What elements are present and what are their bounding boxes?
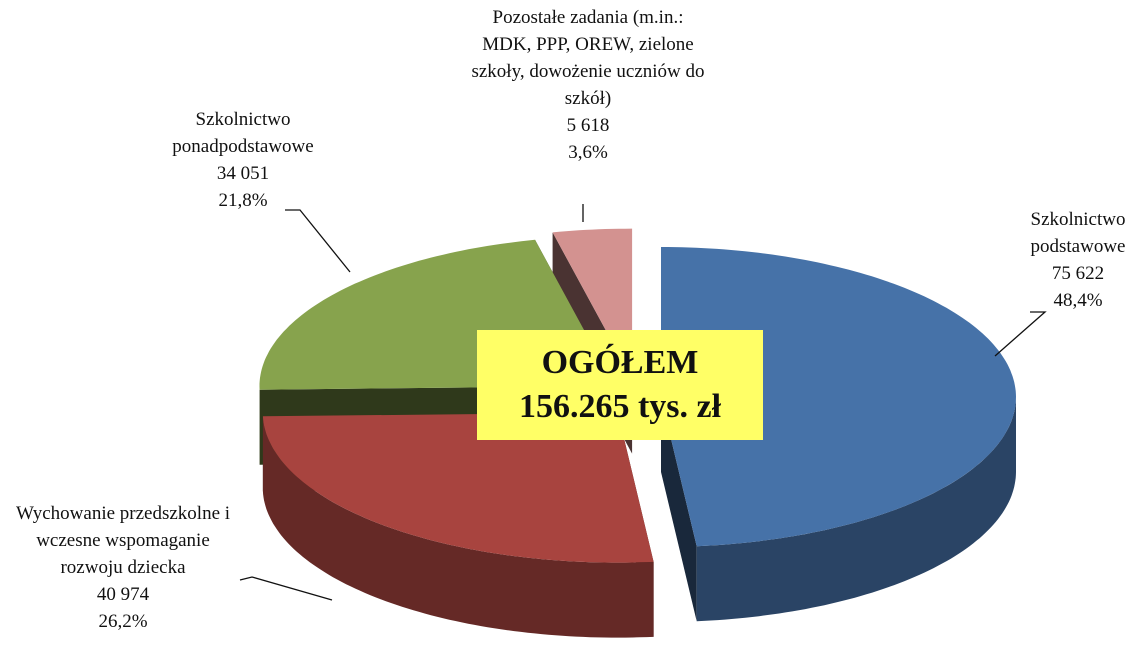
percent-label: 21,8%: [218, 190, 268, 211]
leader-line: [239, 576, 333, 601]
category-label: Szkolnictwo podstawowe: [1030, 209, 1126, 257]
value-label: 34 051: [216, 163, 270, 184]
slice-label: Pozostałe zadania (m.in.: MDK, PPP, OREW…: [468, 4, 708, 166]
category-label: Szkolnictwo ponadpodstawowe: [172, 109, 314, 157]
leader-line: [285, 209, 351, 273]
category-label: Wychowanie przedszkolne i wczesne wspoma…: [15, 503, 231, 578]
slice-side: [696, 397, 1016, 622]
center-total: 156.265 tys. zł: [518, 388, 722, 425]
percent-label: 3,6%: [568, 142, 608, 163]
slice-wall: [661, 397, 697, 622]
slice-side: [262, 416, 654, 638]
slice-label: Szkolnictwo podstawowe 75 622 48,4%: [1013, 206, 1141, 314]
center-title: OGÓŁEM: [541, 344, 699, 381]
value-label: 40 974: [96, 584, 150, 605]
category-label: Pozostałe zadania (m.in.: MDK, PPP, OREW…: [471, 7, 705, 109]
value-label: 5 618: [566, 115, 610, 136]
slice: [661, 247, 1016, 547]
center-label: OGÓŁEM 156.265 tys. zł: [477, 330, 763, 440]
slice-label: Szkolnictwo ponadpodstawowe 34 051 21,8%: [153, 106, 333, 214]
value-label: 75 622: [1051, 263, 1105, 284]
percent-label: 26,2%: [98, 611, 148, 632]
leader-line: [994, 311, 1047, 357]
slice: [262, 412, 654, 563]
slice-label: Wychowanie przedszkolne i wczesne wspoma…: [3, 500, 243, 635]
percent-label: 48,4%: [1053, 290, 1103, 311]
